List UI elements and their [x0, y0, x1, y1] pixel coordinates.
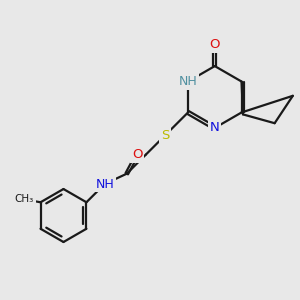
Text: NH: NH: [95, 178, 114, 190]
Text: O: O: [132, 148, 142, 161]
Text: CH₃: CH₃: [15, 194, 34, 204]
Text: O: O: [209, 38, 220, 51]
Text: NH: NH: [178, 75, 197, 88]
Text: S: S: [161, 129, 169, 142]
Text: N: N: [210, 122, 220, 134]
